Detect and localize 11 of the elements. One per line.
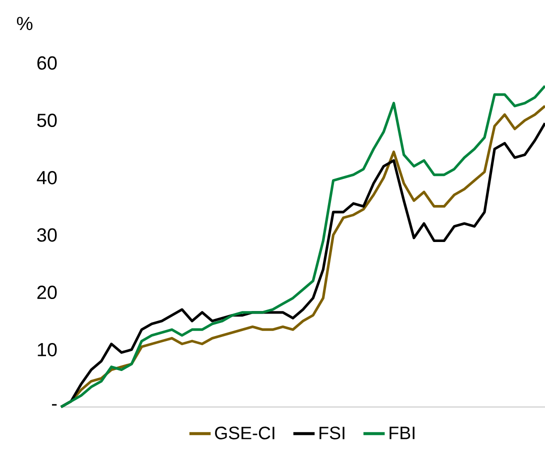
- y-axis-title: %: [16, 16, 32, 30]
- y-tick-label: 10: [38, 342, 57, 356]
- legend-label: GSE-CI: [215, 426, 274, 440]
- y-tick-label: 40: [36, 170, 57, 184]
- legend-label: FBI: [390, 426, 414, 440]
- legend-label: FSI: [320, 426, 344, 440]
- y-tick-label: 50: [37, 114, 57, 128]
- y-tick-label: 20: [37, 286, 57, 300]
- y-tick-label: 30: [37, 228, 57, 242]
- y-tick-label: 60: [37, 56, 57, 70]
- y-tick-label: -: [52, 404, 57, 406]
